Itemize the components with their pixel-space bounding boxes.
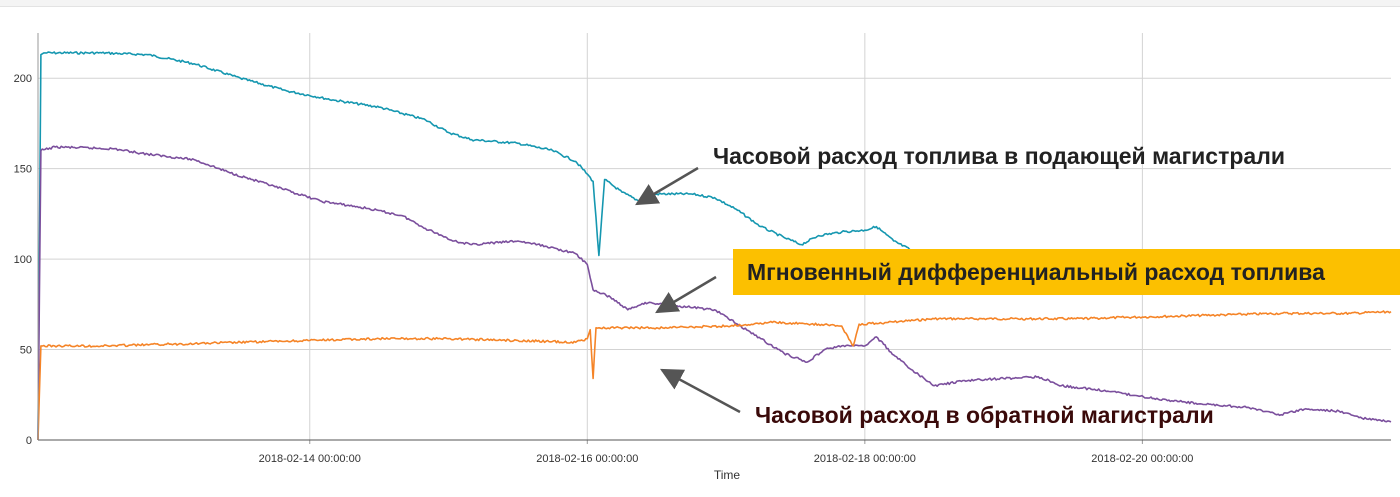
annotation-arrows [635, 166, 741, 414]
differential-flow-annotation: Мгновенный дифференциальный расход топли… [733, 249, 1400, 295]
x-tick-label: 2018-02-16 00:00:00 [536, 453, 638, 465]
y-tick-label: 200 [14, 73, 32, 85]
axes: 0 50 100 150 200 2018-02-14 00:00:00 2018-02-1… [14, 33, 1391, 465]
y-tick-label: 50 [20, 345, 32, 357]
supply-flow-annotation: Часовой расход топлива в подающей магист… [713, 143, 1285, 169]
supply-arrow [635, 166, 699, 206]
series-line-3 [37, 310, 1392, 441]
diff-arrow [655, 275, 717, 314]
return-flow-annotation: Часовой расход в обратной магистрали [755, 402, 1214, 428]
y-tick-label: 150 [14, 164, 32, 176]
y-tick-label: 0 [26, 435, 32, 447]
window-top-edge [0, 0, 1400, 7]
x-tick-label: 2018-02-14 00:00:00 [259, 453, 361, 465]
x-tick-label: 2018-02-18 00:00:00 [814, 453, 916, 465]
x-tick-label: 2018-02-20 00:00:00 [1091, 453, 1193, 465]
y-tick-label: 100 [14, 254, 32, 266]
grid [38, 33, 1391, 440]
series-group [37, 51, 1392, 441]
series-line-2 [37, 145, 1392, 441]
series-line-1 [37, 51, 1392, 441]
x-axis-title: Time [714, 468, 741, 482]
return-arrow [660, 368, 741, 414]
